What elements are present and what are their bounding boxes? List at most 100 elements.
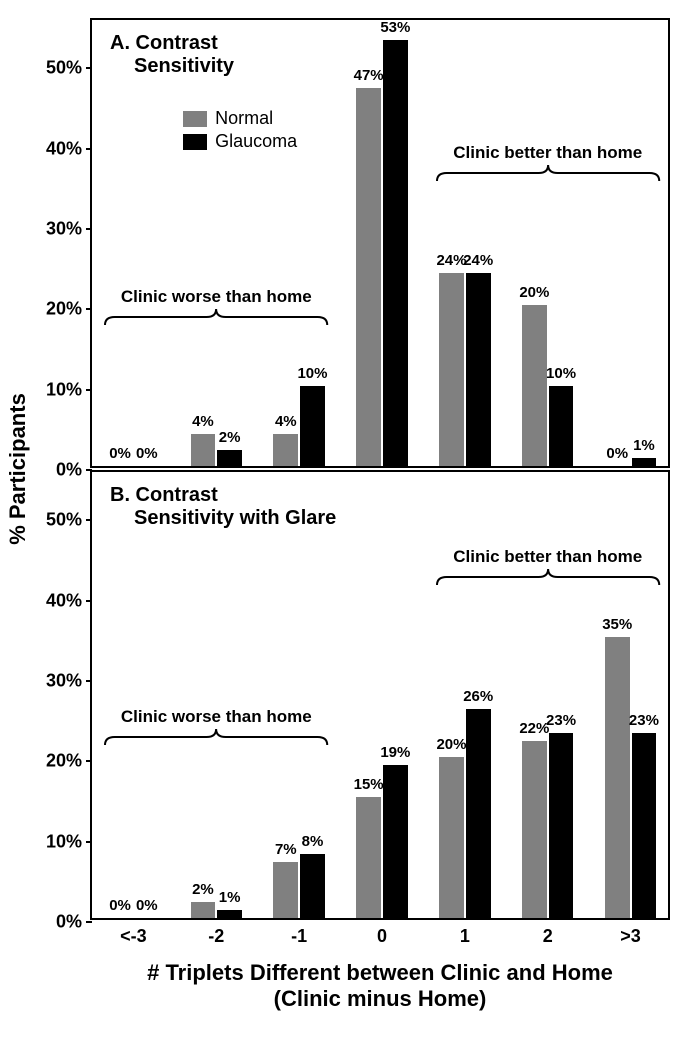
ytick-mark: [86, 67, 92, 69]
xtick-label: 2: [543, 926, 553, 947]
brace-better: [437, 569, 659, 589]
normal-bar: 24%: [439, 273, 464, 466]
annotation-worse: Clinic worse than home: [121, 707, 312, 727]
bar-value-label: 20%: [519, 284, 549, 301]
bar-value-label: 1%: [219, 889, 241, 906]
glaucoma-bar: 10%: [300, 386, 325, 466]
ytick-label: 40%: [46, 138, 82, 159]
ytick-label: 0%: [56, 912, 82, 933]
bar-value-label: 24%: [436, 252, 466, 269]
xtick-label: <-3: [120, 926, 147, 947]
normal-bar: 2%: [191, 902, 216, 918]
figure-root: % Participants 0%10%20%30%40%50%0%0%4%2%…: [0, 0, 687, 1050]
bar-value-label: 7%: [275, 841, 297, 858]
normal-bar: 20%: [522, 305, 547, 466]
bar-value-label: 10%: [546, 365, 576, 382]
panel-title: A. ContrastSensitivity: [110, 32, 234, 78]
ytick-mark: [86, 308, 92, 310]
bar-value-label: 10%: [297, 365, 327, 382]
xtick-label: -2: [208, 926, 224, 947]
ytick-label: 10%: [46, 831, 82, 852]
panel-b: 0%10%20%30%40%50%0%0%<-32%1%-27%8%-115%1…: [90, 470, 670, 920]
ytick-mark: [86, 519, 92, 521]
ytick-label: 0%: [56, 460, 82, 481]
glaucoma-bar: 2%: [217, 450, 242, 466]
bar-value-label: 2%: [192, 881, 214, 898]
bar-value-label: 47%: [354, 67, 384, 84]
panel-title: B. ContrastSensitivity with Glare: [110, 484, 336, 530]
bar-value-label: 0%: [136, 445, 158, 462]
ytick-mark: [86, 389, 92, 391]
ytick-label: 40%: [46, 590, 82, 611]
ytick-mark: [86, 921, 92, 923]
legend-item: Normal: [183, 108, 297, 129]
normal-bar: 15%: [356, 797, 381, 918]
ytick-mark: [86, 228, 92, 230]
bar-value-label: 4%: [275, 413, 297, 430]
bar-value-label: 8%: [302, 833, 324, 850]
ytick-label: 50%: [46, 58, 82, 79]
glaucoma-bar: 10%: [549, 386, 574, 466]
bar-value-label: 4%: [192, 413, 214, 430]
annotation-worse: Clinic worse than home: [121, 287, 312, 307]
glaucoma-bar: 1%: [217, 910, 242, 918]
y-axis-label: % Participants: [5, 393, 31, 545]
normal-bar: 4%: [273, 434, 298, 466]
legend-label: Normal: [215, 108, 273, 129]
bar-value-label: 24%: [463, 252, 493, 269]
brace-worse: [105, 729, 327, 749]
normal-bar: 47%: [356, 88, 381, 466]
bar-value-label: 35%: [602, 616, 632, 633]
ytick-mark: [86, 148, 92, 150]
normal-bar: 22%: [522, 741, 547, 918]
x-axis-label-line1: # Triplets Different between Clinic and …: [90, 960, 670, 986]
glaucoma-bar: 19%: [383, 765, 408, 918]
annotation-better: Clinic better than home: [453, 143, 642, 163]
xtick-label: >3: [620, 926, 641, 947]
legend-swatch: [183, 111, 207, 127]
normal-bar: 4%: [191, 434, 216, 466]
legend-swatch: [183, 134, 207, 150]
ytick-label: 10%: [46, 379, 82, 400]
ytick-label: 50%: [46, 510, 82, 531]
bar-value-label: 26%: [463, 688, 493, 705]
brace-worse: [105, 309, 327, 329]
ytick-mark: [86, 841, 92, 843]
ytick-mark: [86, 680, 92, 682]
glaucoma-bar: 53%: [383, 40, 408, 466]
x-axis-label: # Triplets Different between Clinic and …: [90, 960, 670, 1013]
legend: NormalGlaucoma: [183, 108, 297, 154]
ytick-label: 30%: [46, 670, 82, 691]
normal-bar: 20%: [439, 757, 464, 918]
bar-value-label: 22%: [519, 720, 549, 737]
bar-value-label: 1%: [633, 437, 655, 454]
brace-better: [437, 165, 659, 185]
bar-value-label: 15%: [354, 776, 384, 793]
glaucoma-bar: 1%: [632, 458, 657, 466]
xtick-label: -1: [291, 926, 307, 947]
ytick-mark: [86, 760, 92, 762]
panel-a: 0%10%20%30%40%50%0%0%4%2%4%10%47%53%24%2…: [90, 18, 670, 468]
bar-value-label: 20%: [436, 736, 466, 753]
bar-value-label: 0%: [136, 897, 158, 914]
bar-value-label: 23%: [546, 712, 576, 729]
bar-value-label: 19%: [380, 744, 410, 761]
glaucoma-bar: 8%: [300, 854, 325, 918]
bar-value-label: 0%: [109, 897, 131, 914]
glaucoma-bar: 23%: [549, 733, 574, 918]
xtick-label: 1: [460, 926, 470, 947]
bar-value-label: 23%: [629, 712, 659, 729]
normal-bar: 7%: [273, 862, 298, 918]
bar-value-label: 0%: [109, 445, 131, 462]
ytick-mark: [86, 600, 92, 602]
normal-bar: 35%: [605, 637, 630, 918]
glaucoma-bar: 26%: [466, 709, 491, 918]
legend-item: Glaucoma: [183, 131, 297, 152]
annotation-better: Clinic better than home: [453, 547, 642, 567]
bar-value-label: 0%: [606, 445, 628, 462]
legend-label: Glaucoma: [215, 131, 297, 152]
x-axis-label-line2: (Clinic minus Home): [90, 986, 670, 1012]
glaucoma-bar: 23%: [632, 733, 657, 918]
bar-value-label: 2%: [219, 429, 241, 446]
bar-value-label: 53%: [380, 19, 410, 36]
